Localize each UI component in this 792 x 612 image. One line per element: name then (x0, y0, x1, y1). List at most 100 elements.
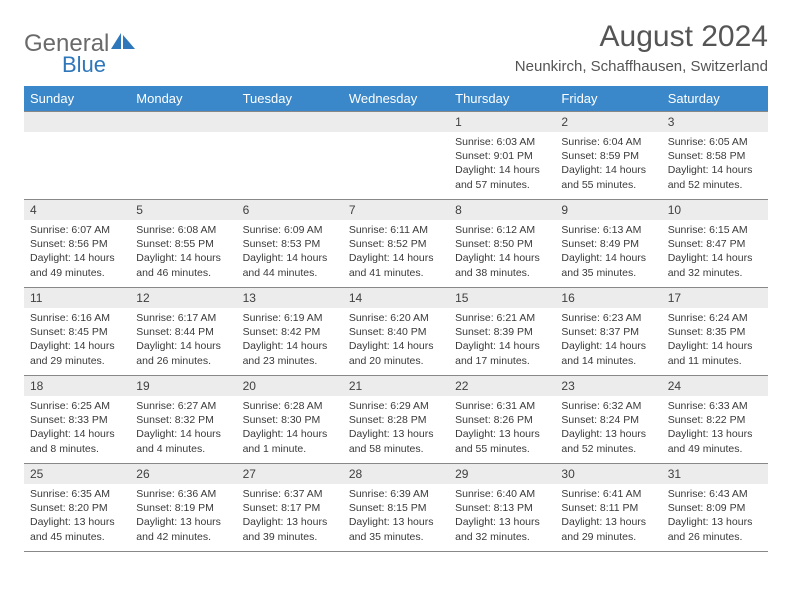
day-content (343, 132, 449, 190)
calendar-cell: 12Sunrise: 6:17 AMSunset: 8:44 PMDayligh… (130, 288, 236, 376)
day-number: 17 (662, 288, 768, 308)
calendar-cell (130, 112, 236, 200)
sunrise-text: Sunrise: 6:24 AM (668, 311, 762, 325)
sunrise-text: Sunrise: 6:27 AM (136, 399, 230, 413)
daylight-text: Daylight: 14 hours and 17 minutes. (455, 339, 549, 367)
sunset-text: Sunset: 8:52 PM (349, 237, 443, 251)
sunrise-text: Sunrise: 6:07 AM (30, 223, 124, 237)
sunrise-text: Sunrise: 6:23 AM (561, 311, 655, 325)
sunset-text: Sunset: 8:55 PM (136, 237, 230, 251)
sunset-text: Sunset: 8:58 PM (668, 149, 762, 163)
calendar-cell: 29Sunrise: 6:40 AMSunset: 8:13 PMDayligh… (449, 464, 555, 552)
calendar-cell: 22 Sunrise: 6:31 AMSunset: 8:26 PMDayligh… (449, 376, 555, 464)
day-number: 19 (130, 376, 236, 396)
day-number: 14 (343, 288, 449, 308)
sunset-text: Sunset: 8:17 PM (243, 501, 337, 515)
day-number: 26 (130, 464, 236, 484)
sunset-text: Sunset: 8:44 PM (136, 325, 230, 339)
sunset-text: Sunset: 8:49 PM (561, 237, 655, 251)
sunrise-text: Sunrise: 6:43 AM (668, 487, 762, 501)
daylight-text: Daylight: 13 hours and 58 minutes. (349, 427, 443, 455)
day-content: Sunrise: 6:19 AMSunset: 8:42 PMDaylight:… (237, 308, 343, 372)
sunrise-text: Sunrise: 6:35 AM (30, 487, 124, 501)
daylight-text: Daylight: 14 hours and 38 minutes. (455, 251, 549, 279)
header: General Blue August 2024 Neunkirch, Scha… (24, 20, 768, 78)
calendar-cell: 20Sunrise: 6:28 AMSunset: 8:30 PMDayligh… (237, 376, 343, 464)
day-content: Sunrise: 6:37 AMSunset: 8:17 PMDaylight:… (237, 484, 343, 548)
calendar-cell: 27Sunrise: 6:37 AMSunset: 8:17 PMDayligh… (237, 464, 343, 552)
sunset-text: Sunset: 8:32 PM (136, 413, 230, 427)
day-number: 11 (24, 288, 130, 308)
day-number: 4 (24, 200, 130, 220)
sunset-text: Sunset: 8:20 PM (30, 501, 124, 515)
location: Neunkirch, Schaffhausen, Switzerland (515, 58, 768, 75)
sunrise-text: Sunrise: 6:11 AM (349, 223, 443, 237)
calendar-row: 18Sunrise: 6:25 AMSunset: 8:33 PMDayligh… (24, 376, 768, 464)
sunrise-text: Sunrise: 6:36 AM (136, 487, 230, 501)
day-number: 22 (449, 376, 555, 396)
day-number: 12 (130, 288, 236, 308)
day-number (237, 112, 343, 132)
sunset-text: Sunset: 8:30 PM (243, 413, 337, 427)
day-number: 16 (555, 288, 661, 308)
calendar-cell (343, 112, 449, 200)
calendar-cell: 21Sunrise: 6:29 AMSunset: 8:28 PMDayligh… (343, 376, 449, 464)
sunset-text: Sunset: 8:37 PM (561, 325, 655, 339)
calendar-row: 25Sunrise: 6:35 AMSunset: 8:20 PMDayligh… (24, 464, 768, 552)
sunrise-text: Sunrise: 6:29 AM (349, 399, 443, 413)
day-content: Sunrise: 6:16 AMSunset: 8:45 PMDaylight:… (24, 308, 130, 372)
sunset-text: Sunset: 8:22 PM (668, 413, 762, 427)
day-number: 25 (24, 464, 130, 484)
day-content (24, 132, 130, 190)
day-number: 24 (662, 376, 768, 396)
sunset-text: Sunset: 8:35 PM (668, 325, 762, 339)
day-header: Thursday (449, 86, 555, 112)
day-content: Sunrise: 6:23 AMSunset: 8:37 PMDaylight:… (555, 308, 661, 372)
daylight-text: Daylight: 13 hours and 55 minutes. (455, 427, 549, 455)
day-header: Wednesday (343, 86, 449, 112)
logo: General Blue (24, 30, 137, 78)
daylight-text: Daylight: 14 hours and 49 minutes. (30, 251, 124, 279)
sunset-text: Sunset: 8:19 PM (136, 501, 230, 515)
sunset-text: Sunset: 8:39 PM (455, 325, 549, 339)
day-content: Sunrise: 6:43 AMSunset: 8:09 PMDaylight:… (662, 484, 768, 548)
sunset-text: Sunset: 8:15 PM (349, 501, 443, 515)
calendar-cell: 7Sunrise: 6:11 AMSunset: 8:52 PMDaylight… (343, 200, 449, 288)
calendar-cell: 28Sunrise: 6:39 AMSunset: 8:15 PMDayligh… (343, 464, 449, 552)
sunset-text: Sunset: 8:40 PM (349, 325, 443, 339)
daylight-text: Daylight: 14 hours and 55 minutes. (561, 163, 655, 191)
day-header: Friday (555, 86, 661, 112)
day-content: Sunrise: 6:20 AMSunset: 8:40 PMDaylight:… (343, 308, 449, 372)
sunset-text: Sunset: 8:47 PM (668, 237, 762, 251)
day-number (24, 112, 130, 132)
calendar-cell: 31Sunrise: 6:43 AMSunset: 8:09 PMDayligh… (662, 464, 768, 552)
day-content: Sunrise: 6:36 AMSunset: 8:19 PMDaylight:… (130, 484, 236, 548)
day-number: 8 (449, 200, 555, 220)
calendar-row: 4Sunrise: 6:07 AMSunset: 8:56 PMDaylight… (24, 200, 768, 288)
daylight-text: Daylight: 13 hours and 42 minutes. (136, 515, 230, 543)
day-number (130, 112, 236, 132)
sunrise-text: Sunrise: 6:20 AM (349, 311, 443, 325)
day-content: Sunrise: 6:28 AMSunset: 8:30 PMDaylight:… (237, 396, 343, 460)
day-content: Sunrise: 6:29 AMSunset: 8:28 PMDaylight:… (343, 396, 449, 460)
calendar-cell: 1Sunrise: 6:03 AMSunset: 9:01 PMDaylight… (449, 112, 555, 200)
sunrise-text: Sunrise: 6:13 AM (561, 223, 655, 237)
month-title: August 2024 (515, 20, 768, 54)
sunrise-text: Sunrise: 6:12 AM (455, 223, 549, 237)
sunrise-text: Sunrise: 6:39 AM (349, 487, 443, 501)
day-number (343, 112, 449, 132)
calendar-row: 11Sunrise: 6:16 AMSunset: 8:45 PMDayligh… (24, 288, 768, 376)
calendar-cell: 23Sunrise: 6:32 AMSunset: 8:24 PMDayligh… (555, 376, 661, 464)
day-content: Sunrise: 6:21 AMSunset: 8:39 PMDaylight:… (449, 308, 555, 372)
sunrise-text: Sunrise: 6:31 AM (455, 399, 549, 413)
sunrise-text: Sunrise: 6:40 AM (455, 487, 549, 501)
day-number: 31 (662, 464, 768, 484)
day-content: Sunrise: 6:40 AMSunset: 8:13 PMDaylight:… (449, 484, 555, 548)
day-content: Sunrise: 6:15 AMSunset: 8:47 PMDaylight:… (662, 220, 768, 284)
day-content: Sunrise: 6:35 AMSunset: 8:20 PMDaylight:… (24, 484, 130, 548)
sunrise-text: Sunrise: 6:04 AM (561, 135, 655, 149)
sunset-text: Sunset: 9:01 PM (455, 149, 549, 163)
daylight-text: Daylight: 14 hours and 8 minutes. (30, 427, 124, 455)
calendar-cell: 24Sunrise: 6:33 AMSunset: 8:22 PMDayligh… (662, 376, 768, 464)
sunset-text: Sunset: 8:26 PM (455, 413, 549, 427)
